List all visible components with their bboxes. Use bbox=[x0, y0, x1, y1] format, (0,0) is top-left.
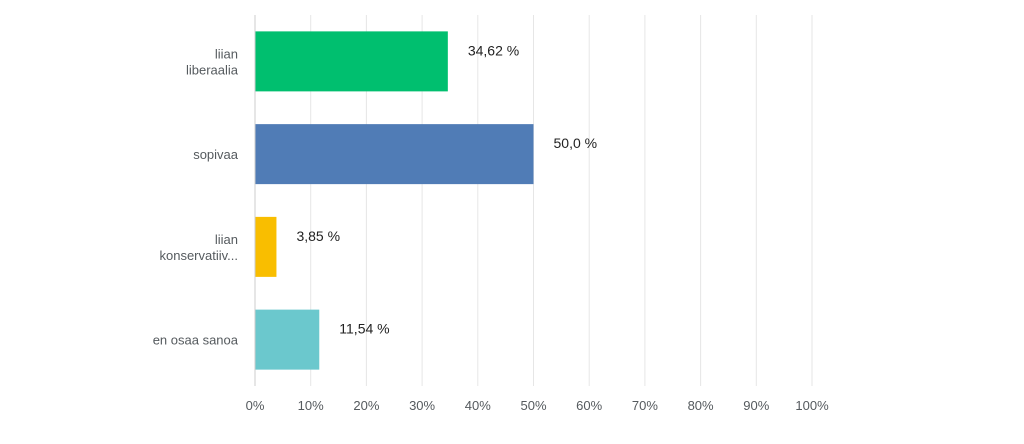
x-tick-label: 30% bbox=[409, 398, 435, 413]
category-label: liian liberaalia bbox=[186, 46, 239, 77]
bar bbox=[255, 309, 320, 370]
category-labels: liian liberaalia sopivaa liian konservatiiv.… bbox=[153, 46, 239, 347]
data-label: 3,85 % bbox=[296, 228, 340, 244]
data-label: 50,0 % bbox=[554, 135, 598, 151]
x-tick-label: 80% bbox=[688, 398, 714, 413]
x-tick-label: 90% bbox=[743, 398, 769, 413]
bar bbox=[255, 216, 277, 277]
category-label: en osaa sanoa bbox=[153, 333, 239, 348]
bars bbox=[255, 31, 534, 370]
x-axis-ticks: 0% 10% 20% 30% 40% 50% 60% 70% 80% 90% 100% bbox=[246, 398, 829, 413]
category-label: sopivaa bbox=[193, 147, 239, 162]
data-labels: 34,62 % 50,0 % 3,85 % 11,54 % bbox=[296, 42, 597, 336]
x-tick-label: 70% bbox=[632, 398, 658, 413]
x-tick-label: 100% bbox=[795, 398, 829, 413]
x-tick-label: 50% bbox=[520, 398, 546, 413]
x-tick-label: 10% bbox=[298, 398, 324, 413]
data-label: 34,62 % bbox=[468, 42, 519, 58]
x-tick-label: 0% bbox=[246, 398, 265, 413]
x-tick-label: 60% bbox=[576, 398, 602, 413]
bar bbox=[255, 124, 534, 185]
bar bbox=[255, 31, 448, 92]
data-label: 11,54 % bbox=[339, 321, 389, 337]
category-label: liian konservatiiv... bbox=[159, 232, 238, 263]
x-tick-label: 20% bbox=[353, 398, 379, 413]
x-tick-label: 40% bbox=[465, 398, 491, 413]
